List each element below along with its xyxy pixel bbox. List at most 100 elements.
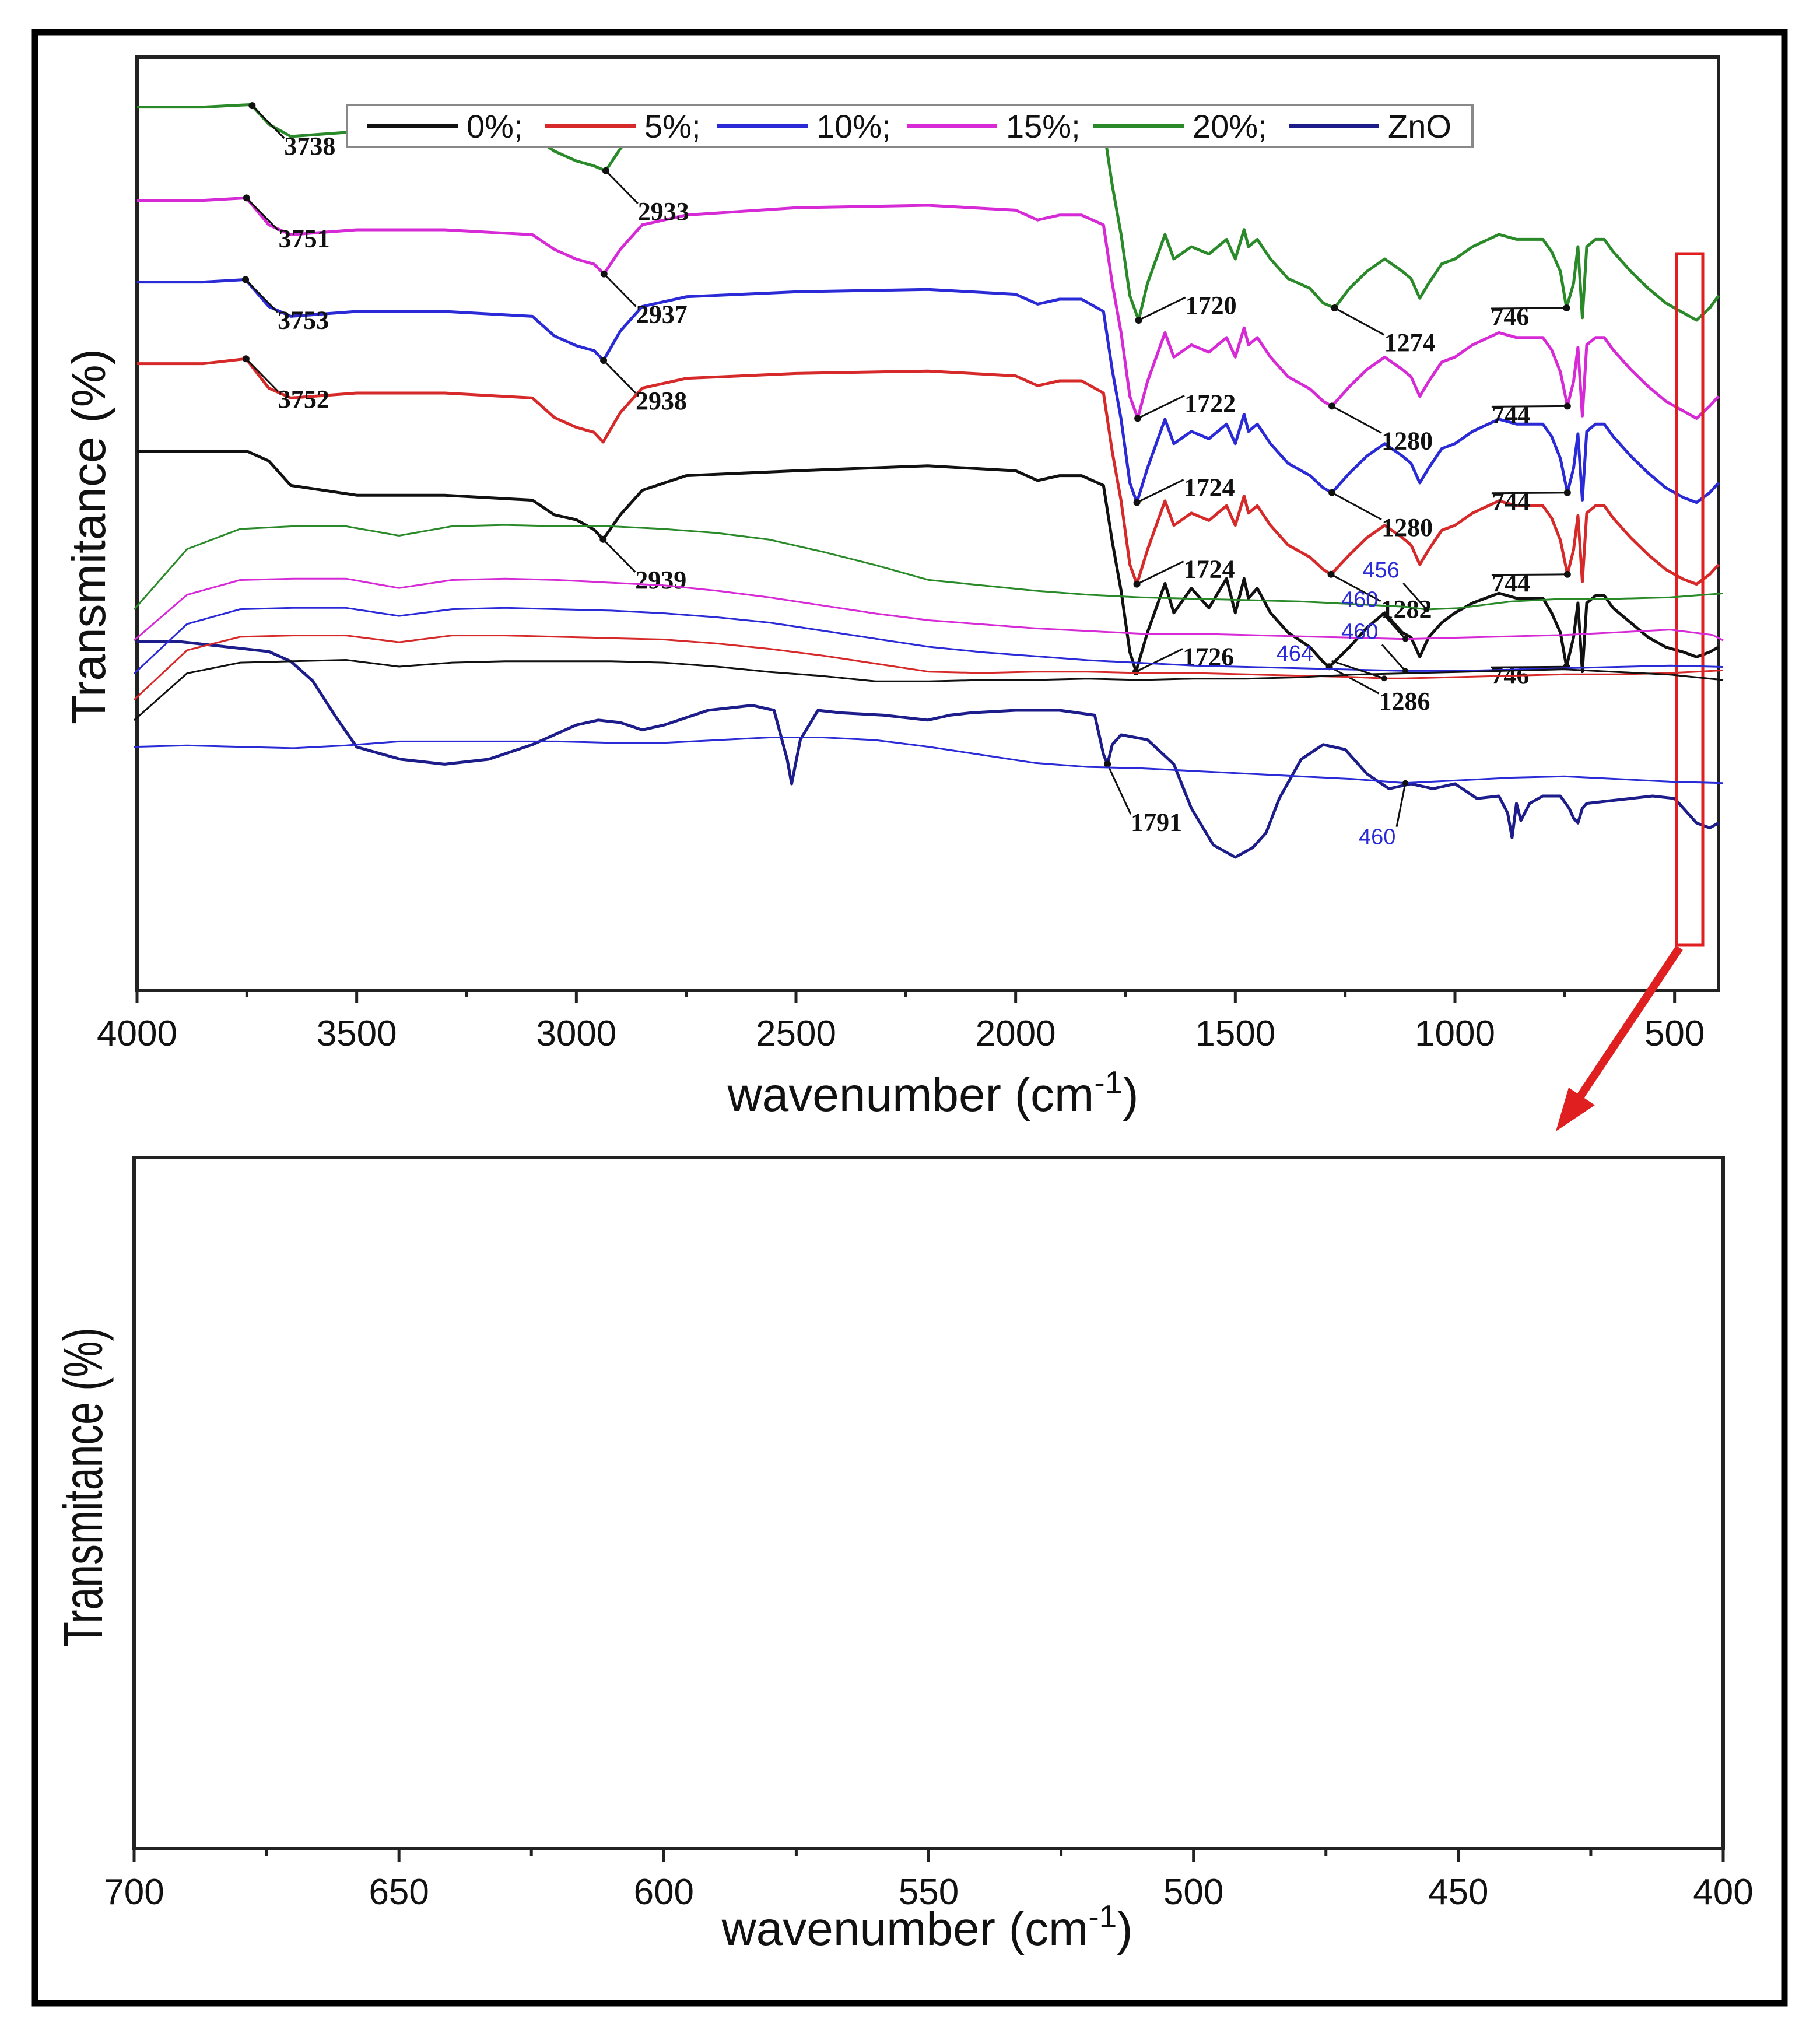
legend-label-20pct: 20%; [1193,108,1267,145]
top-annotation-label: 1724 [1184,555,1235,584]
legend-label-10pct: 10%; [816,108,891,145]
top-annotation-arrow [602,538,636,573]
top-y-axis-title: Transmitance (%) [62,349,115,724]
top-annotation-arrow [1138,296,1186,321]
bottom-x-tick-label: 550 [899,1872,959,1912]
top-annotation-arrow [1135,648,1183,672]
top-plot-frame [135,55,1720,992]
top-annotation-arrowhead [1327,570,1335,578]
bottom-series-10pct [133,607,1724,675]
top-x-axis-title: wavenumber (cm-1) [727,1064,1138,1121]
top-annotation-label: 2939 [635,566,686,594]
top-annotation-arrowhead [599,535,607,543]
top-annotation-label: 1724 [1184,474,1235,502]
top-annotation-arrowhead [1563,489,1571,496]
top-annotation-arrowhead [1134,415,1142,422]
top-annotation-arrow [1137,395,1185,419]
top-annotation-arrowhead [600,357,608,364]
top-annotation-arrowhead [1328,402,1336,410]
top-x-tick-label: 2500 [756,1014,836,1054]
top-annotation-arrow [245,358,279,392]
legend-label-0pct: 0%; [467,108,523,145]
bottom-annotation-label: 460 [1341,619,1378,644]
top-annotation-arrowhead [1563,304,1570,311]
top-panel: 4000 3500 3000 2500 2000 1500 1000 500 3738 2933… [62,55,1720,1131]
top-annotation-arrowhead [242,276,250,283]
top-annotation-arrowhead [1328,489,1336,496]
bottom-x-tick-label: 400 [1693,1872,1753,1912]
top-annotation-label: 2933 [638,197,689,226]
top-annotation-label: 744 [1492,400,1530,429]
top-annotation-arrow [603,273,637,307]
bottom-x-axis-title-sup: -1 [1088,1898,1117,1934]
top-annotation-arrow [605,170,639,204]
top-series [137,103,1720,859]
top-x-tick-label: 1500 [1195,1014,1275,1054]
bottom-x-axis-title: wavenumber (cm-1) [721,1898,1132,1955]
top-annotation-label: 1286 [1379,687,1430,716]
top-series-0pct [137,450,1720,674]
bottom-series-0pct [134,659,1724,721]
top-annotation-arrowhead [1133,499,1141,506]
top-series-10pct [137,278,1720,504]
top-annotation-label: 2938 [636,387,687,415]
top-annotation-arrow [1106,763,1132,815]
bottom-annotation-arrowhead [1402,636,1408,642]
bottom-x-tick-label: 600 [634,1872,694,1912]
top-series-5pct [137,357,1720,586]
bottom-x-tick-label: 450 [1428,1872,1488,1912]
top-annotation-arrowhead [602,167,609,174]
top-annotation-label: 2937 [636,300,688,329]
bottom-series-5pct [133,635,1724,701]
top-annotation-arrow [1331,492,1382,521]
bottom-annotation-arrowhead [1423,607,1430,612]
bottom-x-axis-title-close: ) [1117,1902,1132,1955]
top-annotation-arrow [1331,405,1382,434]
top-annotation-label: 1274 [1384,328,1436,357]
top-annotation-arrowhead [1563,402,1571,410]
top-x-tick-label: 3000 [536,1014,616,1054]
top-annotation-label: 1280 [1381,513,1433,542]
bottom-series-zno [134,737,1724,784]
top-annotation-arrow [251,105,285,139]
legend-label-5pct: 5%; [644,108,701,145]
zoom-highlight-box [1675,252,1705,947]
top-x-axis-title-close: ) [1123,1068,1138,1121]
top-annotation-arrow [1136,560,1184,585]
bottom-x-tick-label: 500 [1163,1872,1223,1912]
outer-frame [31,29,1788,2007]
bottom-y-axis-title: Transmitance (%) [52,1327,114,1646]
top-x-tick-label: 3500 [317,1014,397,1054]
top-annotation-arrowhead [1331,304,1338,311]
bottom-annotation-arrow [1381,644,1407,672]
top-annotation-arrowhead [1104,760,1111,768]
bottom-series [133,524,1724,784]
top-annotation-arrowhead [1132,668,1140,675]
top-x-tick-label: 2000 [976,1014,1056,1054]
top-x-ticks: 4000 3500 3000 2500 2000 1500 1000 500 [97,990,1705,1054]
top-annotation-arrow [602,359,637,394]
top-series-zno [137,640,1720,859]
bottom-x-ticks: 700 650 600 550 500 450 400 [104,1849,1754,1912]
top-series-15pct [137,196,1720,420]
bottom-x-tick-label: 700 [104,1872,164,1912]
bottom-annotation-label: 456 [1362,558,1399,583]
legend-box [346,104,1474,148]
top-x-tick-label: 1000 [1415,1014,1495,1054]
bottom-annotation-arrow [1331,660,1385,679]
top-x-axis-title-text: wavenumber (cm [727,1068,1094,1121]
top-x-tick-label: 4000 [97,1014,177,1054]
top-annotation-label: 3752 [278,385,329,413]
bottom-annotation-arrowhead [1402,668,1408,674]
bottom-annotation-label: 460 [1359,825,1395,850]
top-annotation-arrow [1136,479,1184,503]
top-annotation-arrowhead [243,194,250,202]
top-annotation-arrowhead [600,270,608,278]
bottom-series-15pct [134,577,1724,642]
top-annotation-arrowhead [242,355,250,363]
top-series-20pct [137,103,1720,322]
top-annotation-arrow [245,279,279,313]
top-annotation-label: 3753 [278,306,329,334]
top-annotation-label: 3751 [279,224,330,253]
